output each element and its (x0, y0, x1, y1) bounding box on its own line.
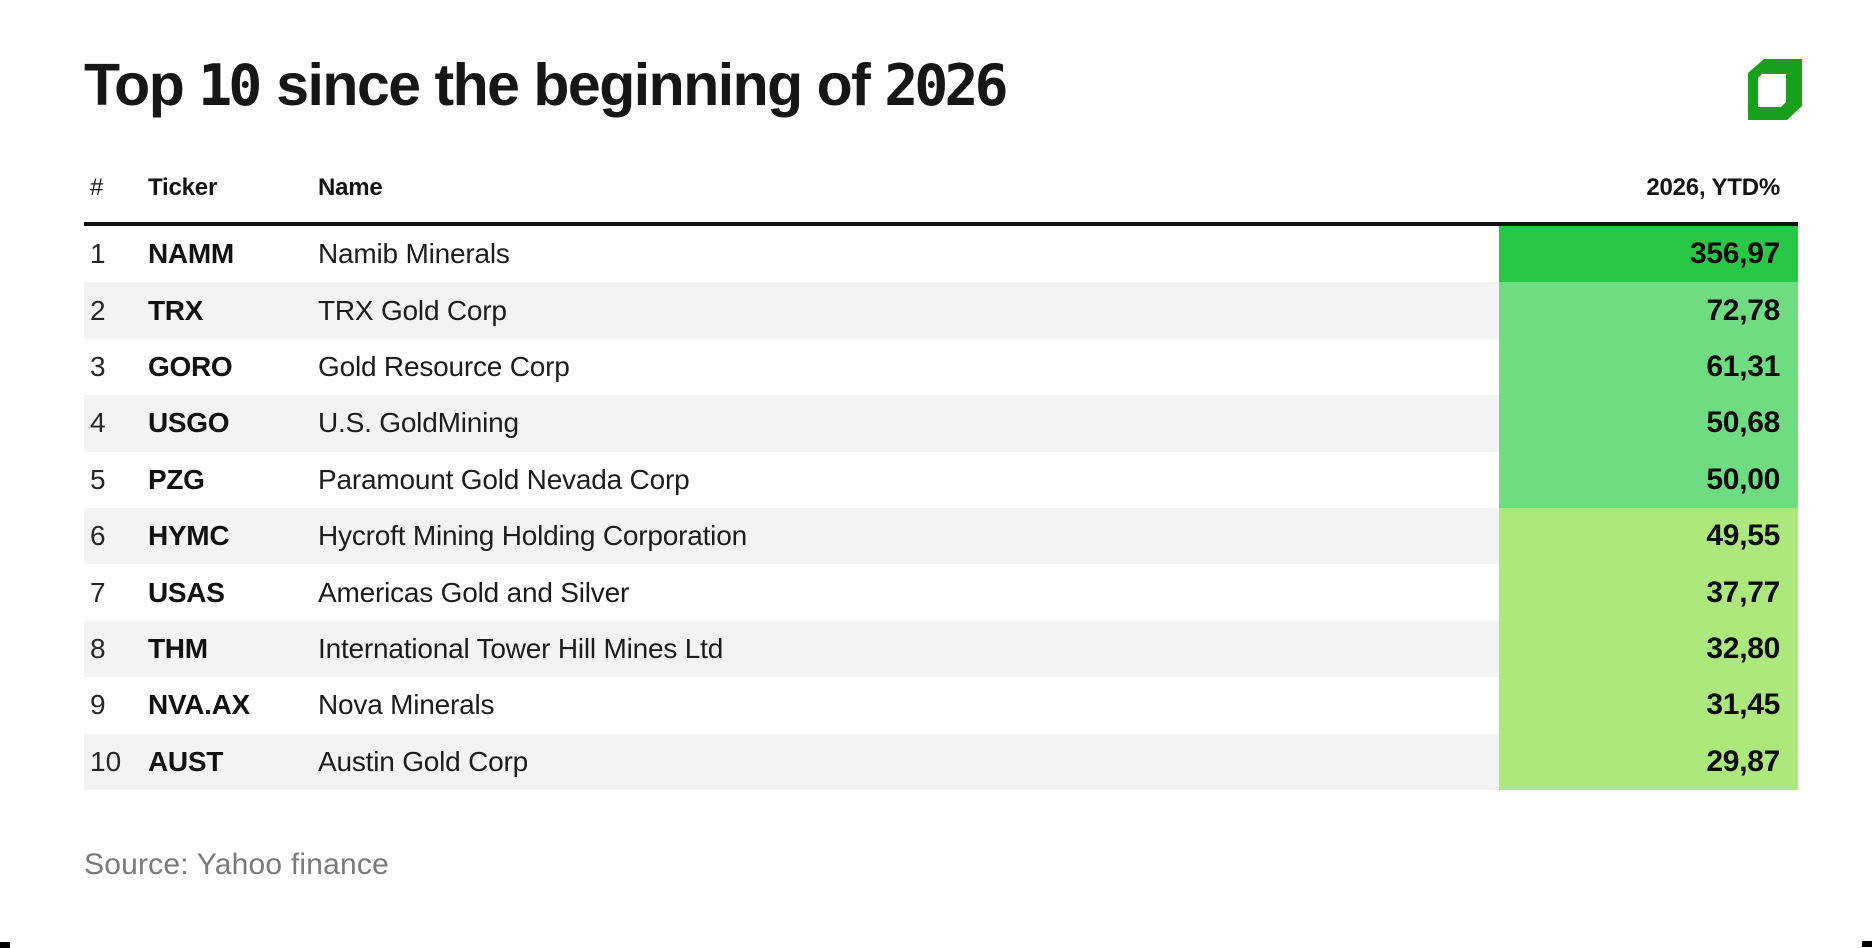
ytd-cell: 61,31 (1499, 338, 1798, 396)
rank-cell: 10 (90, 745, 122, 777)
ticker-cell: USGO (148, 407, 230, 439)
table-row: 9 NVA.AX Nova Minerals 31,45 (84, 677, 1798, 734)
ticker-cell: NVA.AX (148, 689, 250, 721)
ticker-cell: AUST (148, 745, 224, 777)
rank-cell: 6 (90, 520, 106, 552)
table-row: 6 HYMC Hycroft Mining Holding Corporatio… (84, 507, 1798, 565)
name-cell: TRX Gold Corp (318, 294, 507, 326)
ticker-cell: NAMM (148, 238, 234, 270)
table-row: 5 PZG Paramount Gold Nevada Corp 50,00 (84, 451, 1798, 508)
ytd-cell: 29,87 (1499, 733, 1798, 790)
rank-cell: 1 (90, 238, 106, 270)
name-cell: Gold Resource Corp (318, 350, 570, 382)
source-label: Source: Yahoo finance (84, 848, 389, 881)
ytd-cell: 37,77 (1499, 564, 1798, 621)
ytd-cell: 72,78 (1499, 282, 1798, 339)
ticker-cell: TRX (148, 294, 204, 326)
header-ytd: 2026, YTD% (1646, 174, 1780, 201)
rank-cell: 7 (90, 576, 106, 608)
table-row: 7 USAS Americas Gold and Silver 37,77 (84, 564, 1798, 621)
name-cell: Austin Gold Corp (318, 745, 529, 777)
bottom-right-crop-mark (1862, 941, 1872, 947)
header-rank: # (90, 174, 104, 201)
table-row: 8 THM International Tower Hill Mines Ltd… (84, 620, 1798, 678)
title-number: 10 (198, 53, 262, 119)
rank-cell: 8 (90, 632, 106, 664)
rank-cell: 3 (90, 350, 106, 382)
page-title: Top 10 since the beginning of 2026 (84, 56, 1009, 115)
rank-cell: 2 (90, 294, 106, 326)
title-number: 2026 (884, 53, 1008, 119)
ytd-cell: 50,00 (1499, 451, 1798, 508)
name-cell: Paramount Gold Nevada Corp (318, 463, 690, 495)
ytd-cell: 32,80 (1499, 620, 1798, 678)
ticker-cell: THM (148, 632, 208, 664)
table-header-row: # Ticker Name 2026, YTD% (84, 166, 1798, 210)
name-cell: Nova Minerals (318, 689, 495, 721)
table-row: 10 AUST Austin Gold Corp 29,87 (84, 733, 1798, 790)
table-row: 2 TRX TRX Gold Corp 72,78 (84, 282, 1798, 339)
name-cell: International Tower Hill Mines Ltd (318, 632, 724, 664)
table-row: 3 GORO Gold Resource Corp 61,31 (84, 338, 1798, 396)
name-cell: Namib Minerals (318, 238, 510, 270)
name-cell: U.S. GoldMining (318, 407, 519, 439)
ticker-cell: GORO (148, 350, 233, 382)
header-ticker: Ticker (148, 174, 218, 201)
ticker-cell: USAS (148, 576, 225, 608)
ytd-cell: 356,97 (1499, 226, 1798, 283)
header-rule (84, 222, 1798, 226)
bottom-left-crop-mark (0, 942, 10, 948)
rank-cell: 5 (90, 463, 106, 495)
ytd-cell: 50,68 (1499, 395, 1798, 452)
table-row: 4 USGO U.S. GoldMining 50,68 (84, 395, 1798, 452)
rank-cell: 4 (90, 407, 106, 439)
rank-cell: 9 (90, 689, 106, 721)
ticker-cell: PZG (148, 463, 205, 495)
name-cell: Americas Gold and Silver (318, 576, 630, 608)
header-name: Name (318, 174, 383, 201)
table-body: 1 NAMM Namib Minerals 356,97 2 TRX TRX G… (84, 226, 1798, 790)
ticker-cell: HYMC (148, 520, 230, 552)
name-cell: Hycroft Mining Holding Corporation (318, 520, 747, 552)
table-row: 1 NAMM Namib Minerals 356,97 (84, 226, 1798, 283)
ytd-cell: 31,45 (1499, 677, 1798, 734)
green-cube-logo-icon (1748, 59, 1802, 120)
ytd-cell: 49,55 (1499, 507, 1798, 565)
title-text-part: Top (84, 52, 199, 118)
title-text-part: since the beginning of (261, 52, 885, 118)
